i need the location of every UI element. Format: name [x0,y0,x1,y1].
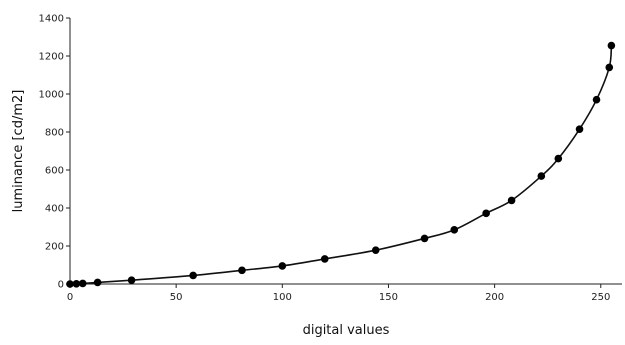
x-tick-label: 100 [273,292,292,303]
data-point [238,266,246,275]
y-tick-label: 1200 [39,52,64,63]
y-tick-label: 600 [45,166,64,177]
data-point [605,63,614,72]
x-axis-title: digital values [303,323,390,338]
data-point [278,262,287,270]
data-point [371,246,380,254]
y-ticks: 0 200 400 600 800 1000 1200 1400 [39,14,70,291]
x-ticks: 0 50 100 150 200 250 [67,284,610,303]
data-point [93,278,102,287]
luminance-curve [69,45,613,285]
data-point [507,196,516,205]
x-tick-label: 50 [170,292,183,303]
data-point [72,280,81,288]
data-point [592,95,601,104]
data-point [607,41,616,50]
x-tick-label: 250 [591,292,610,303]
data-point [554,154,563,163]
data-point [537,172,546,180]
data-point [575,125,584,133]
data-point [189,271,197,280]
y-tick-label: 0 [58,280,64,291]
x-tick-label: 0 [67,292,73,303]
data-points [66,41,616,288]
data-point [66,280,74,288]
x-tick-label: 200 [485,292,504,303]
y-tick-label: 1000 [39,90,64,101]
axes [69,18,622,285]
y-axis-title: luminance [cd/m2] [11,90,26,213]
y-tick-label: 1400 [39,14,64,25]
data-point [320,255,329,263]
data-point [127,276,136,285]
data-point [482,209,490,218]
data-point [420,234,429,243]
y-tick-label: 400 [45,204,64,215]
y-tick-label: 200 [45,242,64,253]
data-point [450,226,459,234]
x-tick-label: 150 [379,292,398,303]
y-tick-label: 800 [45,128,64,139]
data-point [78,279,87,288]
